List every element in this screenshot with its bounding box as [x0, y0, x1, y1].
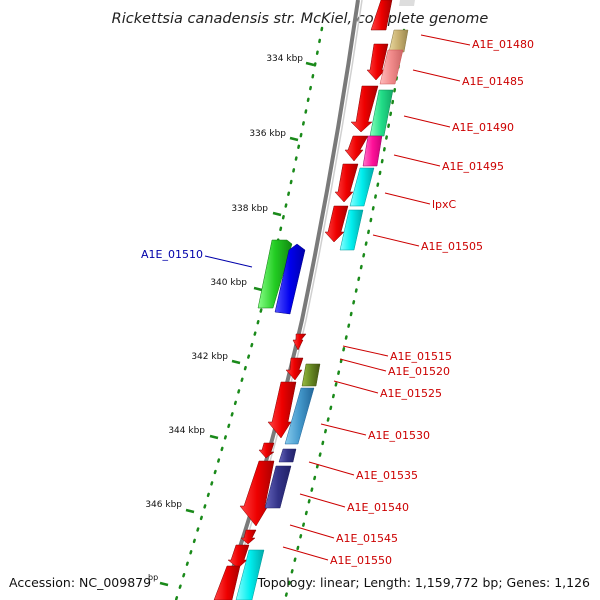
- gene-label: A1E_01480: [472, 38, 534, 51]
- category-bar: [301, 363, 321, 387]
- cds-feature: [239, 460, 275, 527]
- tick-mark: [253, 286, 263, 292]
- cds-feature: [366, 43, 389, 81]
- gene-label: A1E_01495: [442, 160, 504, 173]
- cds-feature: [334, 163, 359, 203]
- connector-line: [339, 358, 387, 372]
- connector-line: [333, 380, 379, 394]
- gene-label: A1E_01525: [380, 387, 442, 400]
- cds-feature: [370, 0, 393, 31]
- gene-label: A1E_01550: [330, 554, 392, 567]
- gene-label: A1E_01530: [368, 429, 430, 442]
- connector-line: [320, 423, 367, 436]
- forward-green-feature: [257, 239, 293, 309]
- tick-mark: [289, 136, 299, 142]
- category-bar: [369, 89, 394, 137]
- connector-line: [412, 69, 461, 82]
- cds-track: [213, 0, 393, 600]
- unit-text: bp: [148, 573, 158, 582]
- tick-group: 334 kbp 336 kbp 338 kbp 340 kbp 342 kbp …: [145, 54, 315, 587]
- gene-label: A1E_01520: [388, 365, 450, 378]
- gene-label: A1E_01510: [141, 248, 203, 261]
- tick-mark: [272, 211, 282, 217]
- category-bar: [278, 448, 297, 463]
- tick-mark: [209, 434, 219, 440]
- accession-text: Accession: NC_009879: [9, 575, 151, 590]
- tick-label: 344 kbp: [168, 426, 205, 436]
- category-bar: [379, 49, 404, 85]
- connector-line: [393, 154, 441, 167]
- tick-label: 342 kbp: [191, 352, 228, 362]
- cds-feature: [344, 135, 369, 162]
- gene-label: A1E_01540: [347, 501, 409, 514]
- category-bar: [388, 29, 409, 53]
- connector-line: [384, 192, 431, 205]
- gene-label: A1E_01535: [356, 469, 418, 482]
- tick-mark: [231, 359, 241, 365]
- connector-line: [289, 524, 335, 539]
- gene-label-group: A1E_01480 A1E_01485 A1E_01490 A1E_01495 …: [141, 38, 534, 567]
- cds-feature: [227, 544, 250, 569]
- tick-label: 334 kbp: [266, 54, 303, 64]
- tick-mark: [159, 581, 169, 587]
- cds-feature: [240, 529, 257, 545]
- category-bar: [235, 549, 265, 600]
- map-title: Rickettsia canadensis str. McKiel, compl…: [112, 11, 489, 27]
- cds-feature: [292, 333, 307, 351]
- connector-line: [308, 461, 355, 476]
- category-bar: [339, 209, 364, 251]
- gene-label: A1E_01505: [421, 240, 483, 253]
- gene-label: A1E_01545: [336, 532, 398, 545]
- connector-line: [372, 234, 420, 247]
- cds-feature: [285, 357, 304, 381]
- category-bar: [264, 465, 292, 509]
- gene-label: A1E_01490: [452, 121, 514, 134]
- tick-mark: [185, 508, 195, 514]
- cds-feature: [213, 565, 241, 600]
- tick-label: 340 kbp: [210, 278, 247, 288]
- gene-label: lpxC: [432, 198, 457, 211]
- connector-line: [403, 115, 451, 128]
- connector-line: [282, 546, 329, 561]
- cds-feature: [267, 381, 297, 439]
- forward-track: [257, 239, 306, 315]
- category-bar: [362, 135, 383, 167]
- tick-label: 346 kbp: [145, 500, 182, 510]
- tick-mark: [305, 61, 315, 67]
- category-bar: [349, 167, 375, 207]
- tick-label: 338 kbp: [231, 204, 268, 214]
- category-bar: [284, 387, 315, 445]
- category-track: [235, 0, 415, 600]
- summary-text: Topology: linear; Length: 1,159,772 bp; …: [257, 575, 590, 590]
- connector-line: [420, 34, 471, 46]
- connector-line: [299, 493, 346, 508]
- connector-group: [204, 34, 471, 561]
- cds-feature: [350, 85, 379, 133]
- tick-label: 336 kbp: [249, 129, 286, 139]
- cds-feature: [258, 442, 275, 459]
- gene-label: A1E_01485: [462, 75, 524, 88]
- gene-label: A1E_01515: [390, 350, 452, 363]
- cds-feature: [324, 205, 349, 243]
- connector-line: [204, 255, 253, 268]
- category-bar: [399, 0, 415, 6]
- forward-blue-feature: [274, 243, 306, 315]
- connector-line: [342, 345, 389, 357]
